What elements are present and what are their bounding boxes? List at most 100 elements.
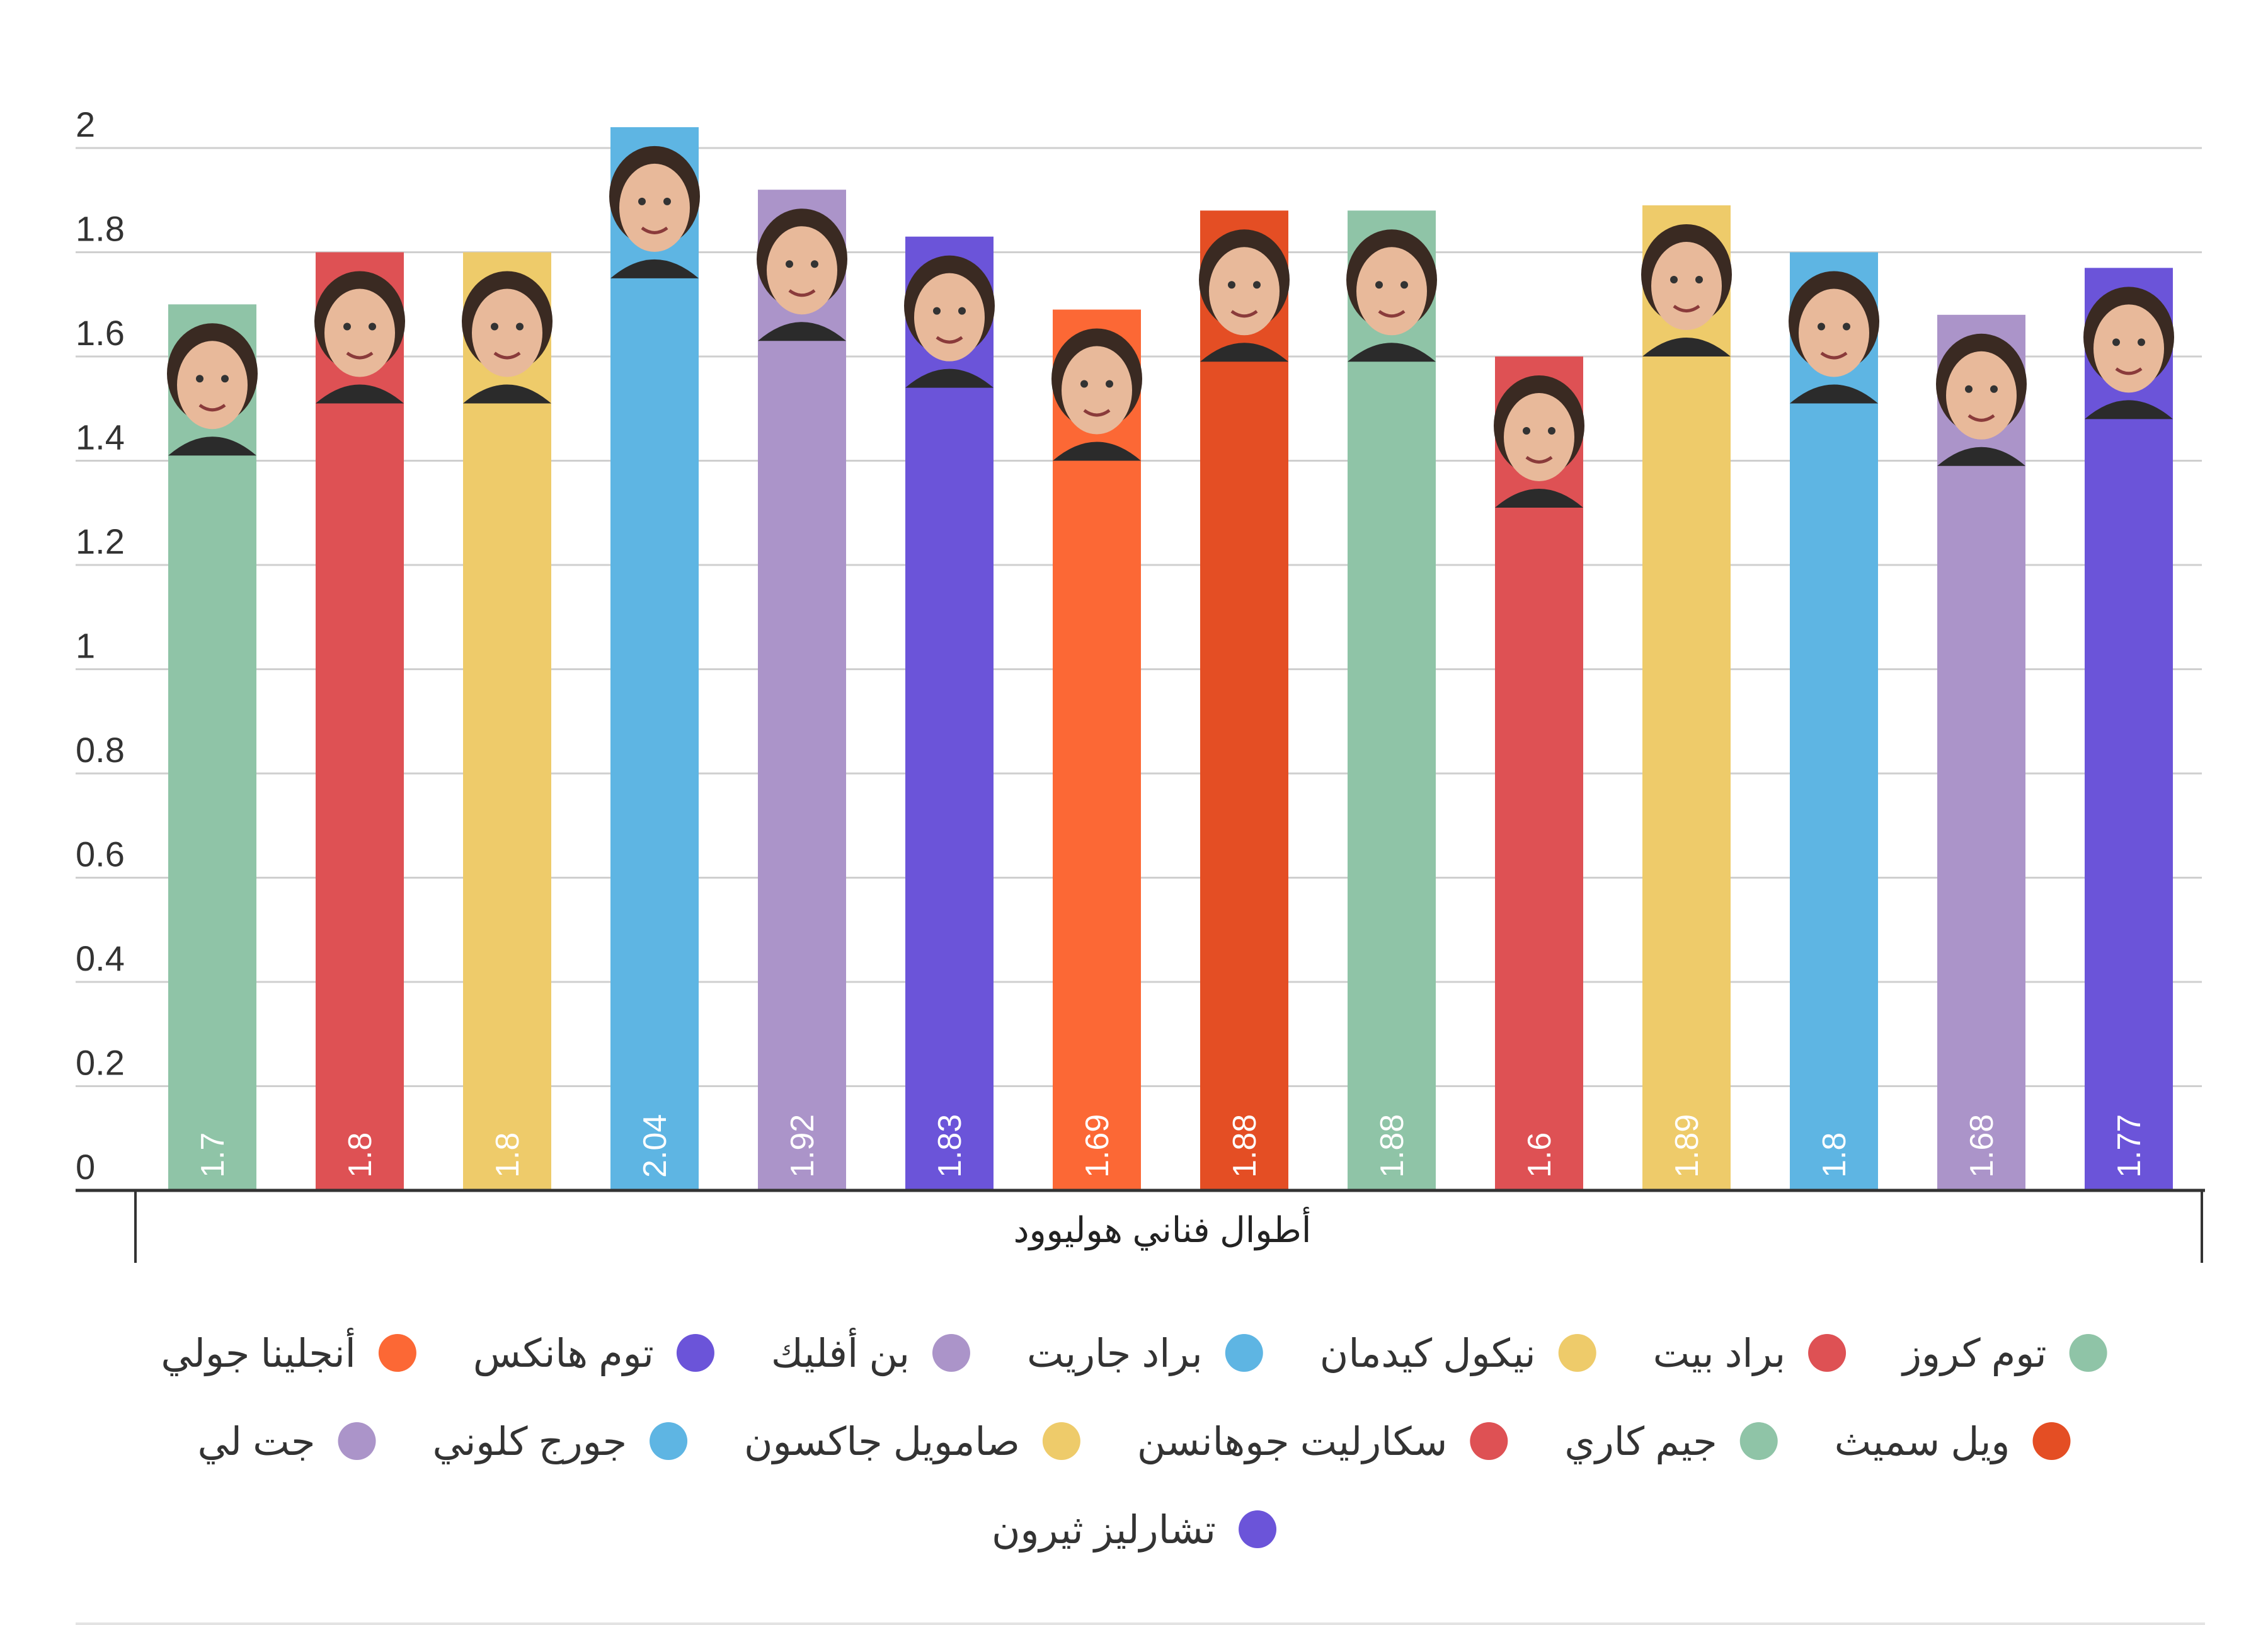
legend-label: سكارليت جوهانسن xyxy=(1137,1420,1447,1464)
bar xyxy=(1642,205,1731,1190)
y-tick-label: 0.2 xyxy=(76,1043,125,1083)
bar xyxy=(758,190,846,1191)
bar xyxy=(1937,314,2025,1190)
legend: توم كروز براد بيت نيكول كيدمان براد جاريت بن… xyxy=(161,1328,2107,1553)
legend-label: صامويل جاكسون xyxy=(744,1420,1020,1464)
actor-portraits xyxy=(167,145,2174,508)
portrait-icon xyxy=(1346,229,1437,362)
y-tick-label: 2 xyxy=(76,105,95,144)
legend-marker xyxy=(1042,1422,1080,1460)
bar xyxy=(610,127,699,1190)
y-tick-label: 0.8 xyxy=(76,730,125,770)
legend-label: أنجلينا جولي xyxy=(161,1328,356,1376)
bars xyxy=(168,127,2173,1191)
bar xyxy=(905,236,994,1190)
bar-value-label: 1.83 xyxy=(932,1114,968,1178)
legend-item: تشارليز ثيرون xyxy=(992,1508,1277,1553)
legend-marker xyxy=(2069,1334,2107,1372)
legend-item: سكارليت جوهانسن xyxy=(1137,1420,1508,1464)
legend-item: بن أفليك xyxy=(771,1328,970,1376)
bar xyxy=(1053,309,1141,1190)
y-tick-label: 0.6 xyxy=(76,835,125,874)
bar-value-label: 1.7 xyxy=(195,1132,231,1178)
legend-label: توم هانكس xyxy=(473,1332,654,1376)
portrait-icon xyxy=(1789,271,1879,404)
legend-label: جيم كاري xyxy=(1564,1420,1717,1464)
bar-value-label: 1.6 xyxy=(1521,1132,1558,1178)
bar-value-label: 1.68 xyxy=(1964,1114,2000,1178)
legend-marker xyxy=(338,1422,376,1460)
legend-marker xyxy=(1739,1422,1778,1460)
bar xyxy=(1495,356,1583,1190)
legend-marker xyxy=(650,1422,688,1460)
portrait-icon xyxy=(1936,333,2027,466)
portrait-icon xyxy=(1199,229,1290,362)
y-tick-label: 1.2 xyxy=(76,522,125,561)
legend-label: توم كروز xyxy=(1901,1332,2047,1376)
legend-item: براد بيت xyxy=(1653,1332,1847,1376)
y-axis-ticks: 0 0.2 0.4 0.6 0.8 1 1.2 1.4 1.6 1.8 2 xyxy=(76,105,125,1187)
portrait-icon xyxy=(1494,375,1584,508)
legend-marker xyxy=(932,1334,970,1372)
bar-value-label: 1.77 xyxy=(2111,1114,2148,1178)
bar xyxy=(316,252,404,1190)
portrait-icon xyxy=(609,145,700,278)
legend-label: نيكول كيدمان xyxy=(1320,1332,1536,1376)
legend-item: جت لي xyxy=(198,1420,376,1464)
y-tick-label: 1.4 xyxy=(76,418,125,457)
portrait-icon xyxy=(1641,224,1732,357)
legend-marker xyxy=(1808,1334,1847,1372)
legend-label: جت لي xyxy=(198,1420,316,1464)
legend-item: جورج كلوني xyxy=(433,1420,688,1464)
y-tick-label: 1 xyxy=(76,626,95,666)
legend-marker xyxy=(1225,1334,1263,1372)
portrait-icon xyxy=(757,208,847,341)
legend-label: براد جاريت xyxy=(1027,1332,1203,1376)
legend-label: تشارليز ثيرون xyxy=(992,1508,1216,1553)
bar-value-label: 1.8 xyxy=(1816,1132,1853,1178)
portrait-icon xyxy=(1051,328,1142,461)
bar xyxy=(463,252,551,1190)
bar-value-label: 1.8 xyxy=(490,1132,526,1178)
legend-marker xyxy=(1558,1334,1596,1372)
legend-item: جيم كاري xyxy=(1564,1420,1778,1464)
legend-item: ويل سميث xyxy=(1835,1420,2071,1464)
bar xyxy=(1348,210,1436,1190)
legend-label: براد بيت xyxy=(1653,1332,1785,1376)
legend-marker xyxy=(2032,1422,2071,1460)
legend-marker xyxy=(1470,1422,1508,1460)
legend-marker xyxy=(378,1334,416,1372)
portrait-icon xyxy=(904,255,995,388)
y-tick-label: 0.4 xyxy=(76,938,125,978)
bar xyxy=(2085,268,2173,1191)
legend-item: براد جاريت xyxy=(1027,1332,1263,1376)
legend-item: توم كروز xyxy=(1901,1332,2107,1376)
portrait-icon xyxy=(314,271,405,404)
y-tick-label: 1.6 xyxy=(76,313,125,353)
legend-item: صامويل جاكسون xyxy=(744,1420,1080,1464)
bar-value-labels: 1.7 1.8 1.8 2.04 1.92 1.83 1.69 1.88 1.88 1.6 1.89… xyxy=(195,1114,2148,1178)
bar xyxy=(1200,210,1288,1190)
bar-value-label: 1.88 xyxy=(1374,1114,1411,1178)
bar-value-label: 1.92 xyxy=(784,1114,821,1178)
bar-value-label: 1.69 xyxy=(1079,1114,1116,1178)
portrait-icon xyxy=(167,323,258,456)
portrait-icon xyxy=(462,271,553,404)
legend-label: ويل سميث xyxy=(1835,1420,2010,1464)
x-axis-title: أطوال فناني هوليوود xyxy=(1014,1207,1312,1251)
bar-value-label: 1.88 xyxy=(1227,1114,1263,1178)
bar-value-label: 1.89 xyxy=(1669,1114,1705,1178)
legend-label: بن أفليك xyxy=(771,1328,910,1376)
bar-value-label: 1.8 xyxy=(342,1132,379,1178)
legend-item: توم هانكس xyxy=(473,1332,714,1376)
y-tick-label: 0 xyxy=(76,1147,95,1187)
legend-label: جورج كلوني xyxy=(433,1420,627,1464)
legend-marker xyxy=(676,1334,714,1372)
portrait-icon xyxy=(2083,287,2174,419)
y-tick-label: 1.8 xyxy=(76,209,125,249)
legend-marker xyxy=(1239,1510,1277,1548)
bar xyxy=(1790,252,1878,1190)
legend-item: نيكول كيدمان xyxy=(1320,1332,1596,1376)
bar-value-label: 2.04 xyxy=(637,1114,673,1178)
